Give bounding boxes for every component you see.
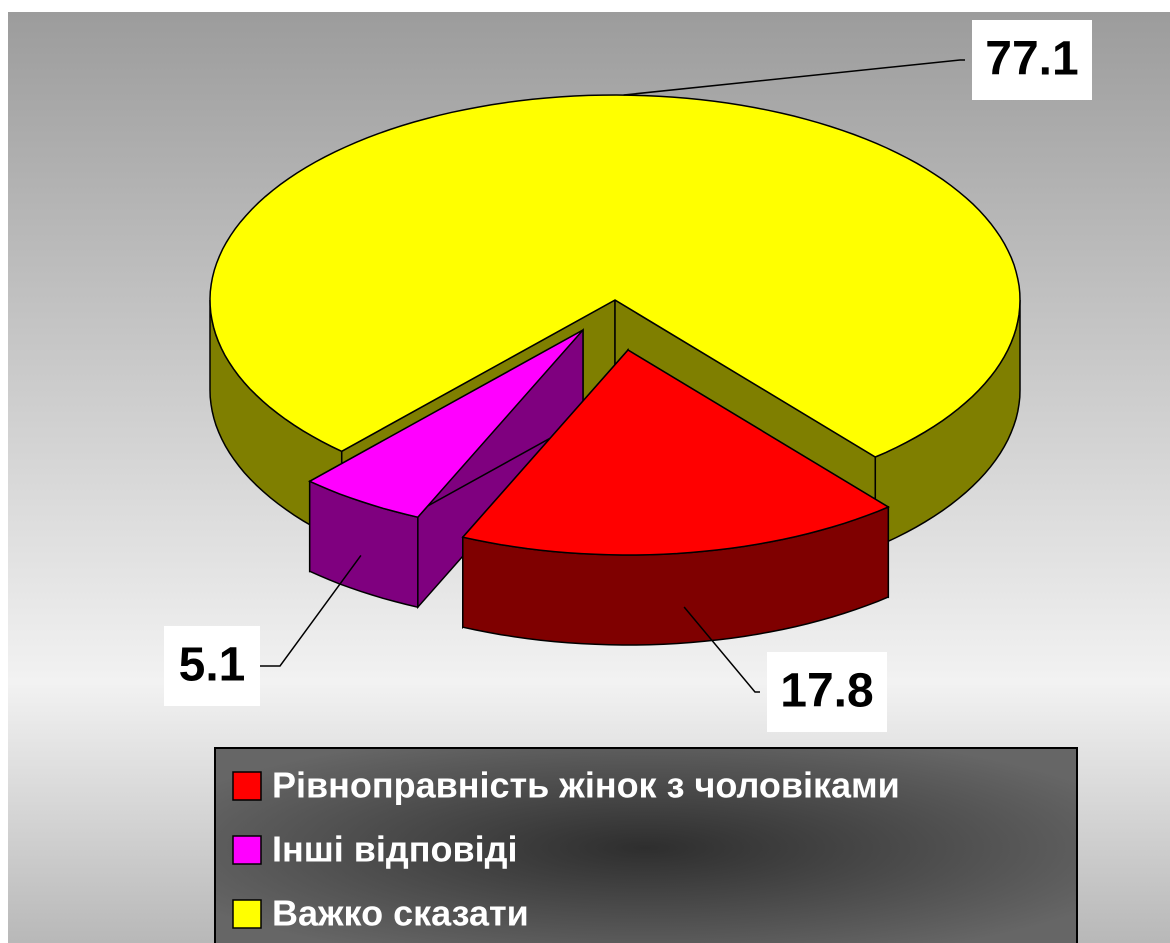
legend-swatch (232, 771, 262, 801)
data-label: 5.1 (179, 639, 246, 692)
leader-line (623, 59, 965, 96)
data-labels: 17.8 5.1 77.1 (164, 20, 1092, 732)
label-box (972, 20, 1092, 100)
label-box (164, 626, 260, 706)
legend-label: Інші відповіді (272, 829, 517, 870)
leader-line (260, 554, 362, 667)
slice (461, 349, 890, 556)
legend-label: Рівноправність жінок з чоловіками (272, 765, 900, 806)
legend-swatch (232, 835, 262, 865)
legend: Рівноправність жінок з чоловіками Інші ві… (232, 765, 900, 934)
legend-box (214, 747, 1078, 943)
data-label: 77.1 (985, 33, 1078, 86)
legend-label: Важко сказати (272, 893, 529, 934)
leader-line (683, 606, 760, 693)
label-box (767, 652, 887, 732)
data-label: 17.8 (780, 665, 873, 718)
legend-swatch (232, 899, 262, 929)
slice (308, 329, 584, 519)
